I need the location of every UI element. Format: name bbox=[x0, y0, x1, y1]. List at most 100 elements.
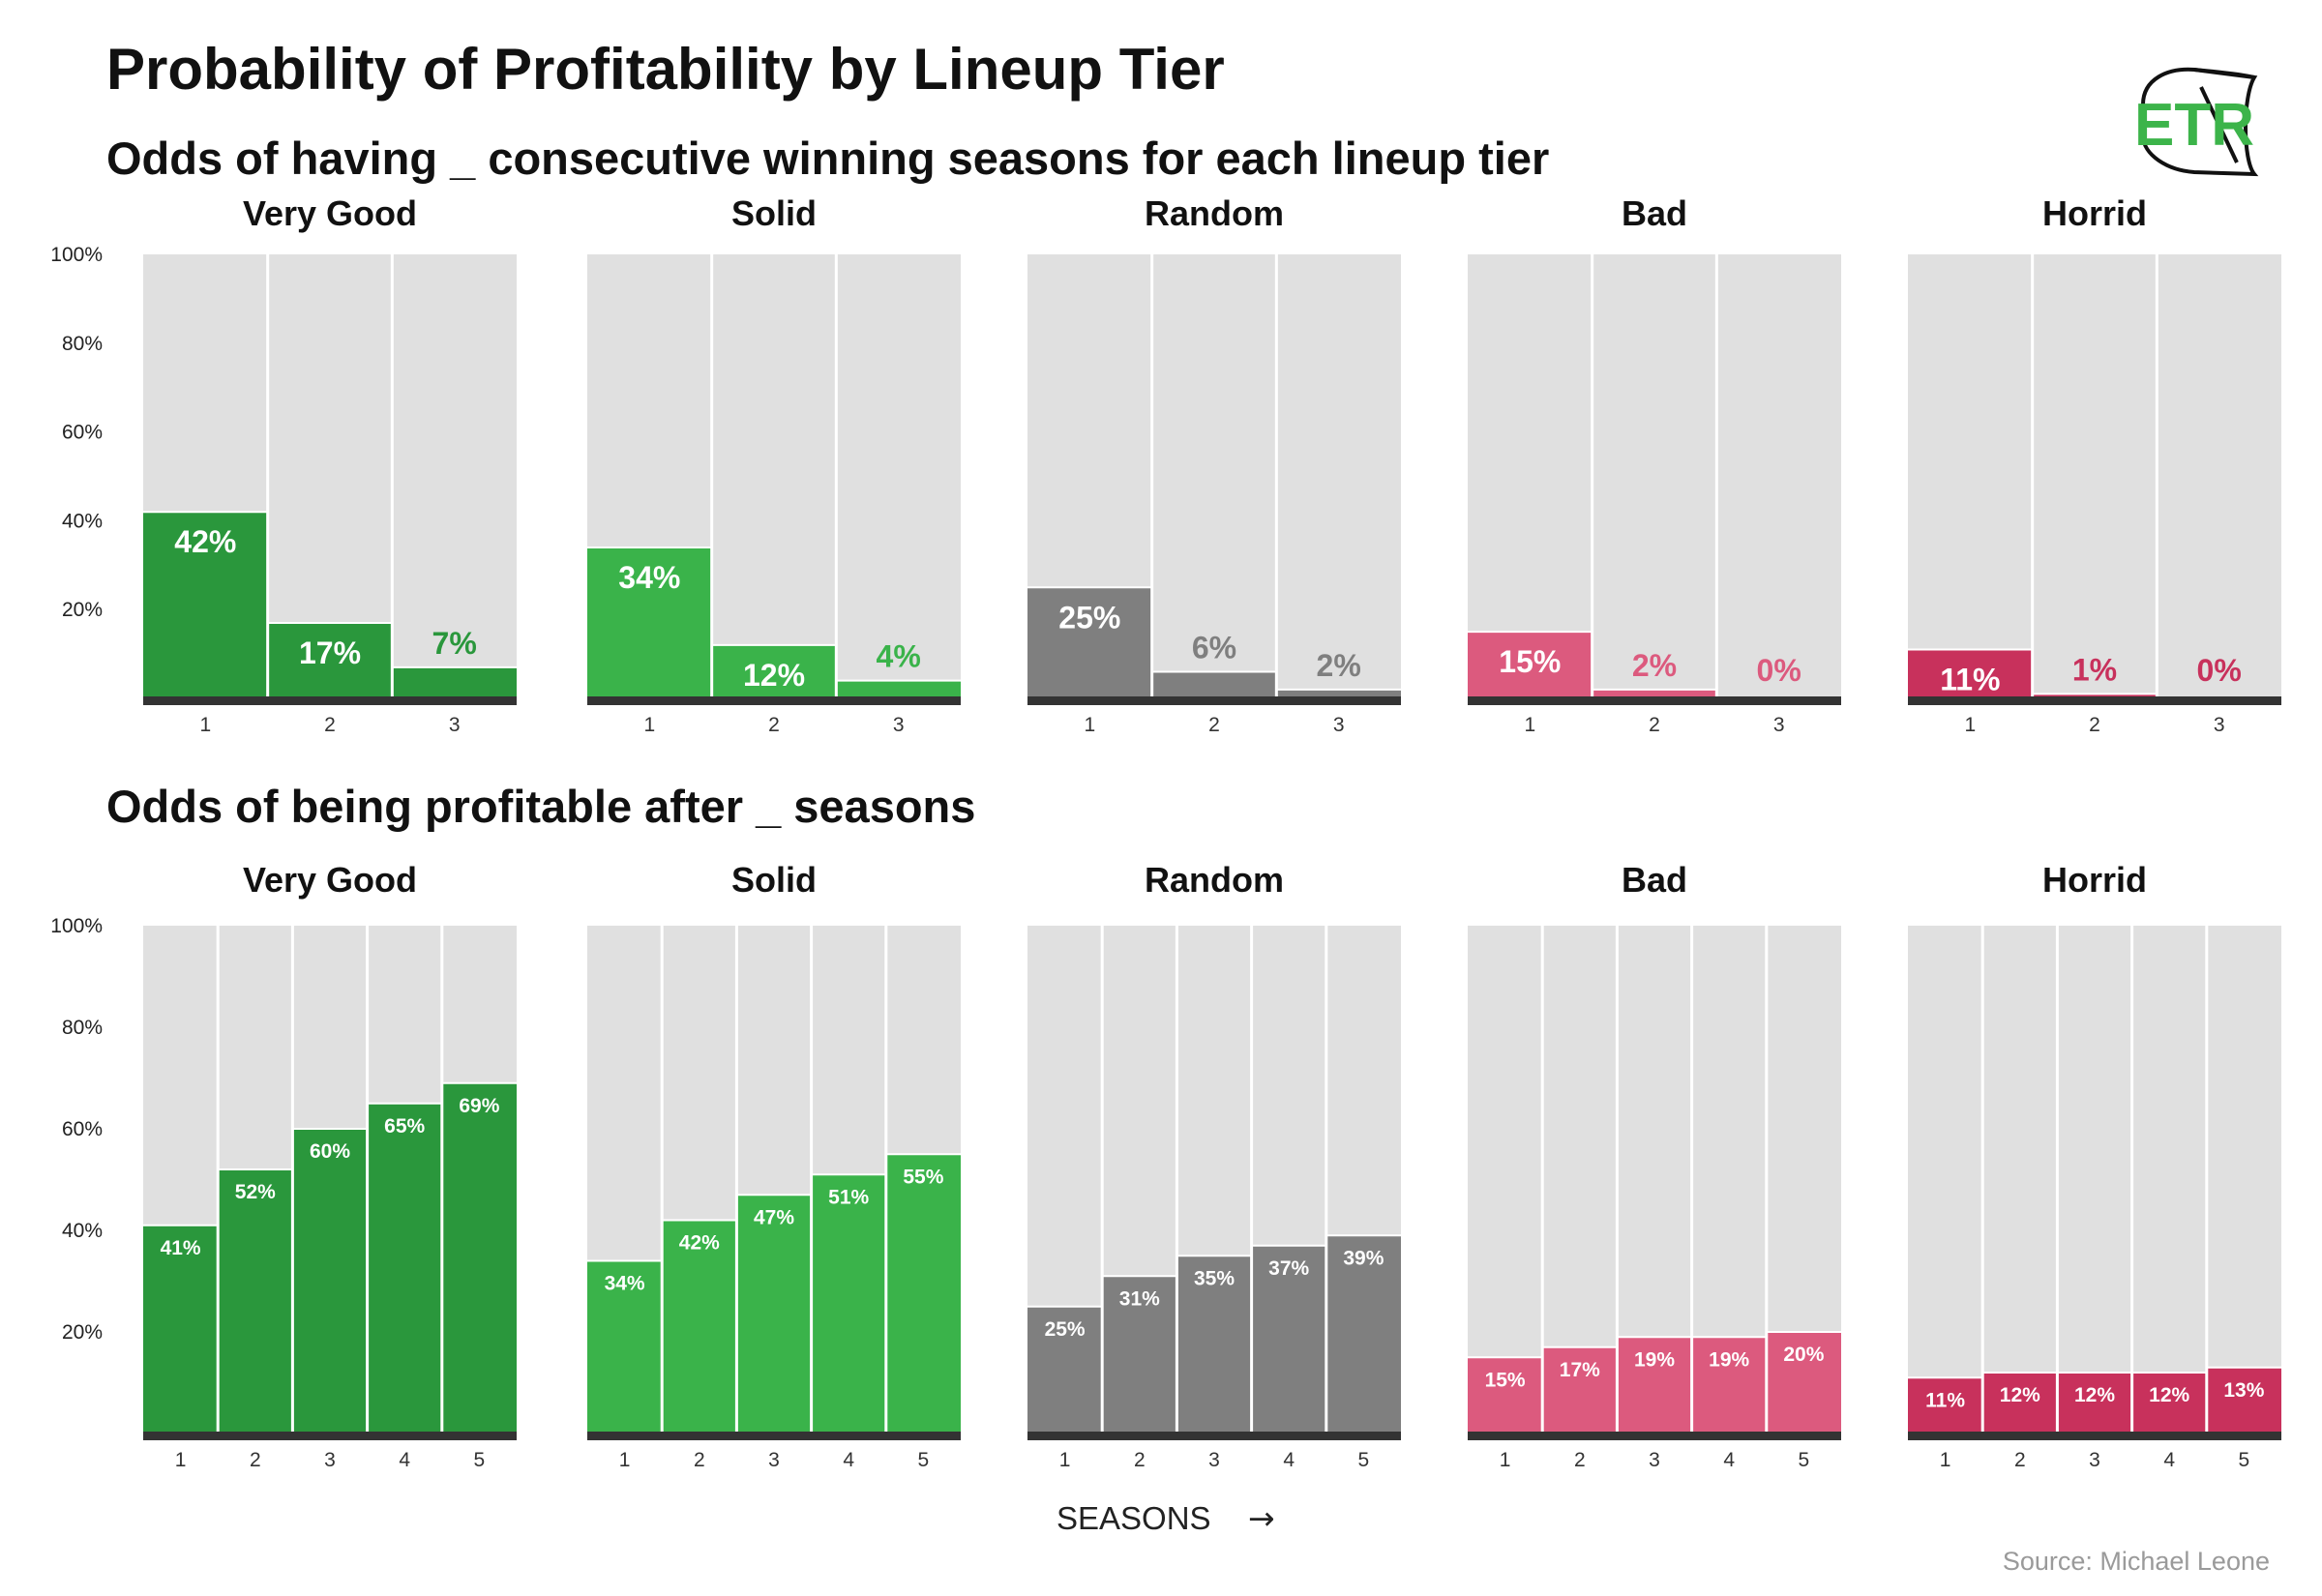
panel-solid-2: Solid 34% 1 42% 2 47% 3 51% 4 55% 5 bbox=[587, 860, 961, 1471]
bar bbox=[1102, 1276, 1177, 1433]
bar bbox=[1468, 632, 1593, 698]
data-label: 11% bbox=[1940, 663, 2000, 697]
panel-title: Very Good bbox=[243, 193, 417, 233]
bar bbox=[811, 1174, 886, 1433]
data-label: 2% bbox=[1317, 648, 1361, 683]
bottom-subtitle: Odds of being profitable after _ seasons bbox=[106, 781, 975, 832]
bar bbox=[1176, 1256, 1252, 1433]
bar bbox=[711, 644, 837, 698]
data-label: 20% bbox=[1783, 1344, 1824, 1366]
bar-background bbox=[2157, 254, 2281, 698]
data-label: 51% bbox=[828, 1186, 869, 1208]
data-label: 60% bbox=[310, 1140, 350, 1163]
baseline bbox=[1027, 1432, 1401, 1440]
data-label: 42% bbox=[679, 1232, 720, 1255]
baseline bbox=[587, 1432, 961, 1440]
panel-title: Random bbox=[1145, 193, 1284, 233]
panel-title: Bad bbox=[1622, 193, 1687, 233]
panel-title: Horrid bbox=[2042, 860, 2147, 900]
bar bbox=[836, 680, 961, 698]
data-label: 17% bbox=[1560, 1359, 1600, 1381]
bar-background bbox=[711, 254, 837, 698]
bar bbox=[1251, 1245, 1326, 1433]
bar bbox=[267, 622, 393, 698]
x-tick-label: 3 bbox=[324, 1449, 336, 1471]
x-tick-label: 1 bbox=[1500, 1449, 1511, 1471]
data-label: 12% bbox=[2149, 1384, 2189, 1406]
x-tick-label: 1 bbox=[619, 1449, 631, 1471]
bar bbox=[2057, 1373, 2132, 1433]
data-label: 17% bbox=[299, 635, 361, 670]
x-tick-label: 2 bbox=[768, 714, 780, 736]
x-tick-label: 2 bbox=[1574, 1449, 1586, 1471]
panel-title: Solid bbox=[731, 193, 817, 233]
baseline bbox=[1468, 1432, 1841, 1440]
x-tick-label: 3 bbox=[893, 714, 905, 736]
x-tick-label: 2 bbox=[324, 714, 336, 736]
y-tick-label: 100% bbox=[50, 244, 103, 266]
data-label: 0% bbox=[1757, 653, 1801, 688]
source-note: Source: Michael Leone bbox=[2003, 1547, 2270, 1576]
bar bbox=[1542, 1346, 1618, 1433]
x-tick-label: 2 bbox=[1134, 1449, 1146, 1471]
bar bbox=[1027, 1306, 1103, 1433]
x-tick-label: 2 bbox=[694, 1449, 705, 1471]
panel-bad-2: Bad 15% 1 17% 2 19% 3 19% 4 20% 5 bbox=[1468, 860, 1841, 1471]
baseline bbox=[1908, 696, 2281, 705]
x-tick-label: 2 bbox=[1208, 714, 1220, 736]
data-label: 25% bbox=[1058, 600, 1120, 635]
bar bbox=[885, 1154, 961, 1433]
x-tick-label: 5 bbox=[1358, 1449, 1370, 1471]
x-axis-arrow: → bbox=[1248, 1499, 1275, 1537]
panel-horrid-2: Horrid 11% 1 12% 2 12% 3 12% 4 13% 5 bbox=[1908, 860, 2281, 1471]
panel-very-good-2: Very Good 41% 1 52% 2 60% 3 65% 4 69% 5 bbox=[143, 860, 517, 1471]
data-label: 6% bbox=[1192, 630, 1236, 665]
chart-title: Probability of Profitability by Lineup T… bbox=[106, 37, 1225, 102]
x-tick-label: 3 bbox=[449, 714, 461, 736]
bar bbox=[392, 666, 517, 698]
data-label: 39% bbox=[1343, 1247, 1384, 1269]
bar bbox=[2131, 1373, 2207, 1433]
x-tick-label: 1 bbox=[175, 1449, 187, 1471]
bar-background bbox=[1151, 254, 1277, 698]
x-tick-label: 3 bbox=[2214, 714, 2225, 736]
x-tick-label: 1 bbox=[1940, 1449, 1951, 1471]
panel-title: Random bbox=[1145, 860, 1284, 900]
bar bbox=[218, 1169, 293, 1433]
bar-background bbox=[392, 254, 517, 698]
etr-logo: ETR bbox=[2134, 67, 2259, 177]
y-tick-label: 60% bbox=[62, 1118, 103, 1140]
data-label: 4% bbox=[877, 639, 921, 674]
x-tick-label: 1 bbox=[199, 714, 211, 736]
baseline bbox=[1027, 696, 1401, 705]
bar-background bbox=[1982, 926, 2058, 1433]
bar bbox=[587, 547, 712, 698]
bar-background bbox=[1468, 926, 1543, 1433]
bar bbox=[1592, 689, 1717, 698]
x-tick-label: 3 bbox=[1773, 714, 1785, 736]
x-tick-label: 3 bbox=[1649, 1449, 1660, 1471]
x-tick-label: 4 bbox=[2163, 1449, 2175, 1471]
bar bbox=[736, 1195, 812, 1433]
data-label: 19% bbox=[1634, 1348, 1675, 1371]
data-label: 42% bbox=[174, 524, 236, 559]
x-tick-label: 1 bbox=[1964, 714, 1976, 736]
panel-title: Very Good bbox=[243, 860, 417, 900]
y-tick-label: 20% bbox=[62, 599, 103, 621]
y-tick-label: 20% bbox=[62, 1321, 103, 1344]
data-label: 34% bbox=[618, 560, 680, 595]
etr-logo-text: ETR bbox=[2134, 92, 2254, 159]
x-tick-label: 2 bbox=[1649, 714, 1660, 736]
x-tick-label: 4 bbox=[1283, 1449, 1295, 1471]
data-label: 7% bbox=[432, 626, 477, 661]
y-tick-label: 40% bbox=[62, 510, 103, 532]
data-label: 34% bbox=[605, 1273, 645, 1295]
x-tick-label: 5 bbox=[2239, 1449, 2250, 1471]
x-tick-label: 1 bbox=[1084, 714, 1095, 736]
bar bbox=[292, 1129, 368, 1433]
data-label: 12% bbox=[2074, 1384, 2115, 1406]
bar bbox=[1982, 1373, 2058, 1433]
x-axis-label: SEASONS bbox=[1057, 1500, 1211, 1536]
x-tick-label: 5 bbox=[918, 1449, 930, 1471]
